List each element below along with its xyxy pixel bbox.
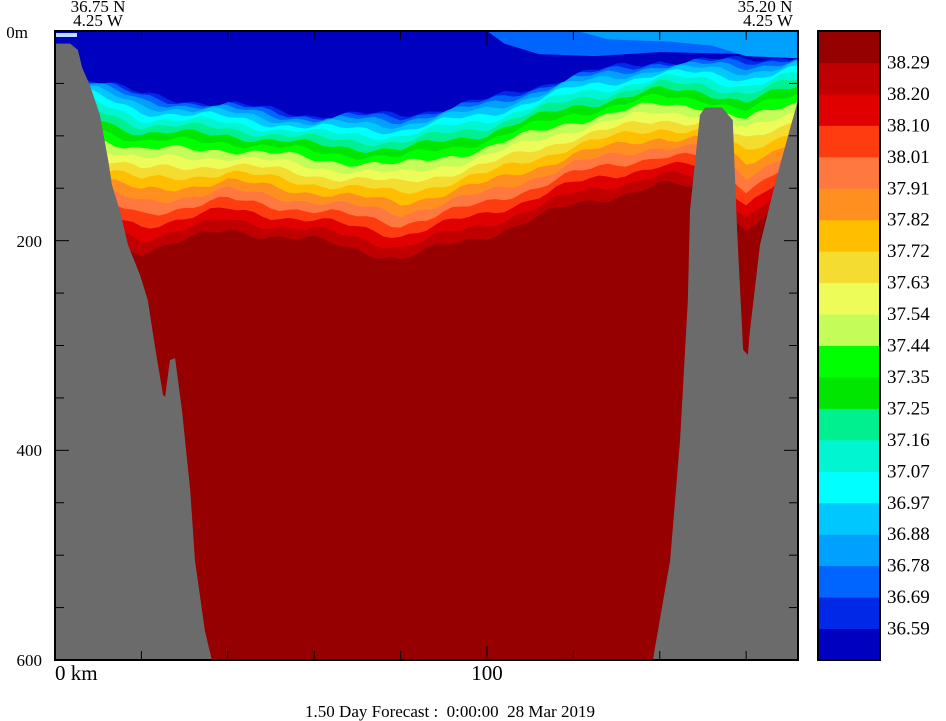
colorbar-swatch <box>818 408 880 441</box>
colorbar-swatch <box>818 314 880 346</box>
colorbar-swatch <box>818 345 880 378</box>
colorbar-label: 37.54 <box>887 304 930 325</box>
y-tick-label-200: 200 <box>17 232 43 251</box>
colorbar-swatch <box>818 31 880 63</box>
axes <box>54 30 799 661</box>
colorbar-swatch <box>818 502 880 535</box>
colorbar-label: 36.88 <box>887 524 930 545</box>
forecast-title: 1.50 Day Forecast : 0:00:00 28 Mar 2019 <box>305 702 595 721</box>
colorbar-label: 36.59 <box>887 619 930 640</box>
right-endpoint-lat: 35.20 N <box>738 0 793 16</box>
colorbar-label: 38.20 <box>887 84 930 105</box>
colorbar-swatch <box>818 282 880 315</box>
y-tick-label-600: 600 <box>17 651 43 670</box>
colorbar-swatch <box>818 565 880 598</box>
colorbar-label: 37.82 <box>887 210 930 231</box>
colorbar-swatch <box>818 219 880 252</box>
colorbar-label: 37.63 <box>887 273 930 294</box>
left-endpoint-lat: 36.75 N <box>71 0 126 16</box>
colorbar-label: 38.29 <box>887 52 930 73</box>
colorbar-label: 37.72 <box>887 241 930 262</box>
colorbar-swatch <box>818 471 880 504</box>
colorbar-label: 37.16 <box>887 430 930 451</box>
colorbar-swatch <box>818 628 880 661</box>
colorbar-swatch <box>818 62 880 95</box>
x-tick-label-0: 0 km <box>55 661 98 685</box>
colorbar-swatch <box>818 376 880 409</box>
colorbar-label: 37.91 <box>887 178 930 199</box>
colorbar-swatch <box>818 156 880 189</box>
bathymetry-left <box>55 43 212 660</box>
colorbar-swatch <box>818 597 880 630</box>
plot-area <box>55 31 798 660</box>
colorbar-swatch <box>818 439 880 472</box>
bathymetry-right <box>652 100 798 660</box>
y-tick-label-0: 0m <box>6 23 28 42</box>
colorbar-label: 36.97 <box>887 493 930 514</box>
colorbar-label: 37.07 <box>887 461 930 482</box>
x-tick-label-100: 100 <box>471 661 503 685</box>
colorbar-label: 37.35 <box>887 367 930 388</box>
colorbar-swatch <box>818 188 880 221</box>
right-endpoint-lon: 4.25 W <box>743 11 794 30</box>
colorbar-label: 38.01 <box>887 147 930 168</box>
colorbar-swatch <box>818 251 880 284</box>
colorbar: 38.29 38.20 38.10 38.01 37.91 37.82 37.72 37.63… <box>817 30 930 661</box>
colorbar-label: 36.69 <box>887 587 930 608</box>
colorbar-swatch <box>818 93 880 126</box>
colorbar-label: 38.10 <box>887 115 930 136</box>
left-endpoint-lon: 4.25 W <box>73 11 124 30</box>
surface-fresh-strip <box>55 33 77 37</box>
surface-salinity-patch <box>577 31 798 59</box>
colorbar-label: 37.25 <box>887 398 930 419</box>
colorbar-frame <box>817 30 881 661</box>
colorbar-label: 37.44 <box>887 336 930 357</box>
colorbar-swatch <box>818 125 880 158</box>
y-tick-label-400: 400 <box>17 441 43 460</box>
colorbar-swatch <box>818 534 880 567</box>
colorbar-label: 36.78 <box>887 556 930 577</box>
